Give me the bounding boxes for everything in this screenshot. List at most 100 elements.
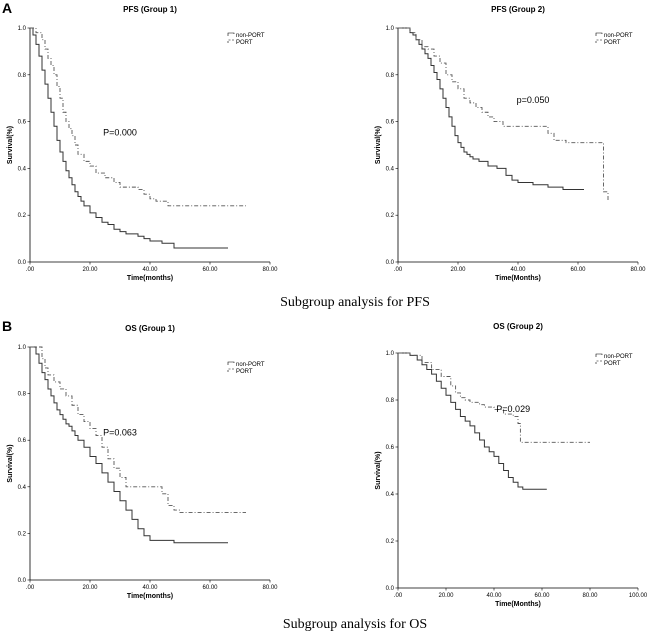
y-tick-label: 0.6 [18, 438, 27, 444]
series-line-port [30, 346, 246, 513]
y-tick-label: 0.4 [18, 485, 27, 491]
x-tick-label: 20.00 [82, 585, 98, 591]
x-tick-label: 20.00 [438, 593, 454, 599]
legend-swatch-non-port [595, 32, 603, 36]
legend-label-non-port: non-PORT [604, 354, 633, 360]
y-tick-label: 1.0 [18, 345, 27, 351]
legend-swatch-non-port [227, 361, 235, 365]
panel-letter-b: B [2, 318, 12, 334]
x-axis-label: Time(months) [127, 275, 173, 282]
y-axis-label: Survival(%) [375, 451, 382, 489]
series-line-non-port [30, 346, 228, 544]
x-tick-label: 20.00 [450, 267, 466, 273]
series-line-non-port [398, 27, 584, 190]
x-tick-label: 60.00 [202, 585, 218, 591]
x-tick-label: 40.00 [142, 267, 158, 273]
series-line-non-port [398, 352, 547, 490]
x-tick-label: 40.00 [486, 593, 502, 599]
x-tick-label: 60.00 [534, 593, 550, 599]
chart-panel-3: OS (Group 1) 0.0 0.2 0.4 0.6 0.8 1.0 .00 20.00 40… [7, 324, 278, 600]
y-tick-label: 0.8 [18, 73, 27, 79]
x-axis-label: Time(Months) [495, 601, 541, 608]
plots: PFS (Group 1) 0.0 0.2 0.4 0.6 0.8 1.0 .00 20.00 4… [7, 5, 648, 608]
chart-panel-2: PFS (Group 2) 0.0 0.2 0.4 0.6 0.8 1.0 .00 20.00 4… [375, 5, 646, 282]
y-tick-label: 0.4 [386, 492, 395, 498]
x-tick-label: 20.00 [82, 267, 98, 273]
y-tick-label: 1.0 [386, 26, 395, 32]
p-value-label: P=0.063 [103, 428, 137, 438]
y-tick-label: 0.8 [18, 392, 27, 398]
legend-swatch-port [227, 39, 235, 43]
y-tick-label: 1.0 [18, 26, 27, 32]
y-tick-label: 0.0 [386, 260, 395, 266]
series-line-port [30, 27, 246, 207]
p-value-label: p=0.050 [517, 95, 550, 105]
caption-os: Subgroup analysis for OS [283, 617, 427, 632]
y-tick-label: 0.2 [18, 213, 27, 219]
x-tick-label: 100.00 [629, 593, 648, 599]
legend-label-port: PORT [604, 40, 621, 46]
series-line-non-port [30, 27, 228, 249]
x-tick-label: .00 [26, 267, 35, 273]
y-tick-label: 0.2 [18, 531, 27, 537]
y-tick-label: 0.6 [386, 120, 395, 126]
x-tick-label: .00 [394, 593, 403, 599]
x-axis-label: Time(Months) [495, 275, 541, 282]
x-tick-label: .00 [26, 585, 35, 591]
x-axis-label: Time(months) [127, 593, 173, 600]
y-tick-label: 0.0 [18, 578, 27, 584]
x-tick-label: 60.00 [202, 267, 218, 273]
x-tick-label: 40.00 [510, 267, 526, 273]
x-tick-label: 80.00 [262, 267, 278, 273]
y-tick-label: 1.0 [386, 351, 395, 357]
chart-panel-1: PFS (Group 1) 0.0 0.2 0.4 0.6 0.8 1.0 .00 20.00 4… [7, 5, 278, 282]
y-axis-label: Survival(%) [7, 444, 14, 482]
y-tick-label: 0.0 [18, 260, 27, 266]
chart-title: PFS (Group 2) [491, 5, 545, 14]
legend-label-port: PORT [604, 361, 621, 367]
chart-title: OS (Group 1) [125, 324, 175, 333]
y-tick-label: 0.0 [386, 586, 395, 592]
y-tick-label: 0.2 [386, 213, 395, 219]
x-tick-label: 80.00 [582, 593, 598, 599]
legend-swatch-non-port [595, 353, 603, 357]
y-tick-label: 0.4 [18, 166, 27, 172]
legend-label-non-port: non-PORT [604, 33, 633, 39]
series-line-port [398, 27, 609, 202]
legend-swatch-port [227, 368, 235, 372]
p-value-label: P=0.000 [103, 128, 137, 138]
chart-title: OS (Group 2) [493, 322, 543, 331]
y-tick-label: 0.8 [386, 398, 395, 404]
legend-label-port: PORT [236, 369, 253, 375]
legend-swatch-port [595, 360, 603, 364]
x-tick-label: 40.00 [142, 585, 158, 591]
legend-swatch-port [595, 39, 603, 43]
legend-label-non-port: non-PORT [236, 33, 265, 39]
chart-panel-4: OS (Group 2) 0.0 0.2 0.4 0.6 0.8 1.0 .00 20.00 40… [375, 322, 648, 608]
series-line-port [398, 352, 590, 443]
y-axis-label: Survival(%) [375, 126, 382, 164]
p-value-label: P=0.029 [496, 404, 530, 414]
legend-label-non-port: non-PORT [236, 362, 265, 368]
x-tick-label: 60.00 [570, 267, 586, 273]
y-tick-label: 0.6 [18, 120, 27, 126]
legend-swatch-non-port [227, 32, 235, 36]
y-axis-label: Survival(%) [7, 126, 14, 164]
panel-letter-a: A [2, 0, 12, 16]
x-tick-label: 80.00 [262, 585, 278, 591]
y-tick-label: 0.6 [386, 445, 395, 451]
x-tick-label: .00 [394, 267, 403, 273]
y-tick-label: 0.8 [386, 73, 395, 79]
x-tick-label: 80.00 [630, 267, 646, 273]
caption-pfs: Subgroup analysis for PFS [280, 295, 430, 310]
y-tick-label: 0.2 [386, 539, 395, 545]
chart-title: PFS (Group 1) [123, 5, 177, 14]
legend-label-port: PORT [236, 40, 253, 46]
y-tick-label: 0.4 [386, 166, 395, 172]
